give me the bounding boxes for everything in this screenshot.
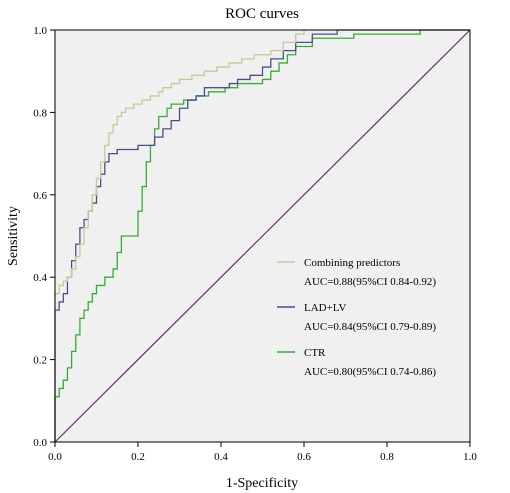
x-tick-label: 0.8 xyxy=(380,451,394,463)
legend-auc-label: AUC=0.88(95%CI 0.84-0.92) xyxy=(304,276,436,288)
legend-series-name: Combining predictors xyxy=(304,257,400,269)
legend-auc-label: AUC=0.80(95%CI 0.74-0.86) xyxy=(304,366,436,378)
series-line-lad-lv xyxy=(54,29,470,442)
reference-diagonal-line xyxy=(54,29,471,443)
legend: Combining predictors AUC=0.88(95%CI 0.84-… xyxy=(277,257,436,378)
y-tick-label: 0.0 xyxy=(33,437,47,449)
reference-line-layer xyxy=(54,29,471,443)
series-line-ctr xyxy=(54,29,470,442)
x-tick-label: 0.4 xyxy=(214,451,228,463)
y-tick-label: 1.0 xyxy=(33,25,47,37)
legend-auc-label: AUC=0.84(95%CI 0.79-0.89) xyxy=(304,321,436,333)
x-tick-label: 0.2 xyxy=(131,451,145,463)
chart-title: ROC curves xyxy=(225,6,299,22)
series-layer xyxy=(54,29,470,442)
y-tick-label: 0.8 xyxy=(33,107,47,119)
x-tick-label: 1.0 xyxy=(463,451,477,463)
x-tick-label: 0.0 xyxy=(48,451,62,463)
y-axis-title: Sensitivity xyxy=(6,206,21,266)
y-tick-label: 0.2 xyxy=(33,355,47,367)
x-axis-title: 1-Specificity xyxy=(226,476,298,491)
legend-series-name: LAD+LV xyxy=(304,302,347,314)
series-line-combining-predictors xyxy=(54,29,470,442)
legend-series-name: CTR xyxy=(304,347,326,359)
plot-frame xyxy=(54,29,471,443)
y-tick-label: 0.4 xyxy=(33,272,47,284)
axes-layer: 0.0 0.2 0.4 0.6 0.8 1.0 0.0 0.2 0.4 0.6 0.8 1.0 xyxy=(33,25,477,463)
y-tick-label: 0.6 xyxy=(33,190,47,202)
x-tick-label: 0.6 xyxy=(297,451,311,463)
